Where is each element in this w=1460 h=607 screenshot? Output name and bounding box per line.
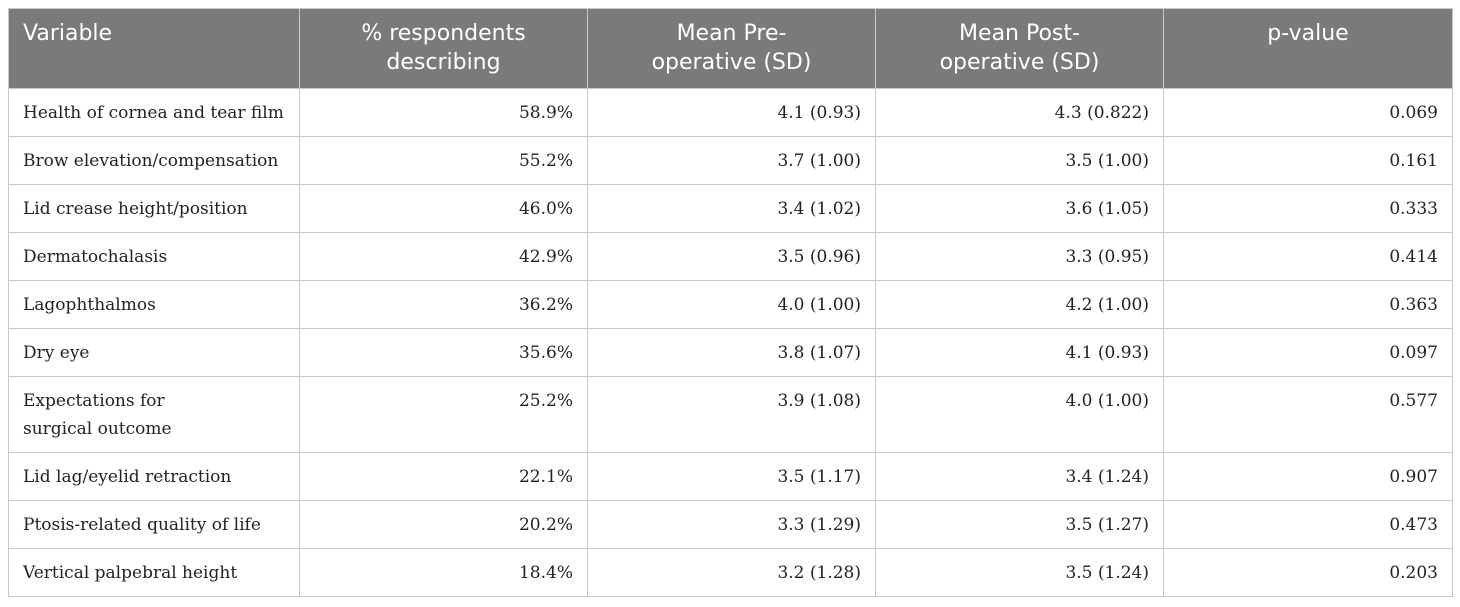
table-row: Dermatochalasis 42.9% 3.5 (0.96) 3.3 (0.…	[8, 232, 1453, 281]
cell-variable: Brow elevation/compensation	[8, 136, 300, 185]
cell-p-value: 0.473	[1163, 500, 1453, 549]
cell-mean-pre: 3.5 (1.17)	[587, 452, 876, 501]
cell-variable: Lid lag/eyelid retraction	[8, 452, 300, 501]
cell-variable-line: surgical outcome	[23, 419, 172, 439]
cell-mean-post: 3.5 (1.00)	[875, 136, 1164, 185]
cell-respondents: 20.2%	[299, 500, 588, 549]
cell-mean-post: 3.5 (1.24)	[875, 548, 1164, 597]
header-mean-post: Mean Post- operative (SD)	[875, 8, 1164, 89]
header-mean-pre: Mean Pre- operative (SD)	[587, 8, 876, 89]
table-row: Health of cornea and tear film 58.9% 4.1…	[8, 88, 1453, 137]
cell-respondents: 42.9%	[299, 232, 588, 281]
cell-mean-post: 4.2 (1.00)	[875, 280, 1164, 329]
table-row: Vertical palpebral height 18.4% 3.2 (1.2…	[8, 548, 1453, 597]
cell-p-value: 0.203	[1163, 548, 1453, 597]
cell-mean-pre: 3.4 (1.02)	[587, 184, 876, 233]
cell-variable: Dry eye	[8, 328, 300, 377]
cell-variable: Ptosis-related quality of life	[8, 500, 300, 549]
cell-mean-pre: 3.3 (1.29)	[587, 500, 876, 549]
cell-respondents: 46.0%	[299, 184, 588, 233]
cell-mean-pre: 3.5 (0.96)	[587, 232, 876, 281]
cell-p-value: 0.333	[1163, 184, 1453, 233]
table-row: Lid crease height/position 46.0% 3.4 (1.…	[8, 184, 1453, 233]
cell-variable: Expectations for surgical outcome	[8, 376, 300, 453]
header-p-value: p-value	[1163, 8, 1453, 89]
cell-variable: Vertical palpebral height	[8, 548, 300, 597]
table-row: Lagophthalmos 36.2% 4.0 (1.00) 4.2 (1.00…	[8, 280, 1453, 329]
cell-respondents: 18.4%	[299, 548, 588, 597]
cell-respondents: 36.2%	[299, 280, 588, 329]
cell-mean-pre: 4.0 (1.00)	[587, 280, 876, 329]
cell-mean-pre: 3.8 (1.07)	[587, 328, 876, 377]
cell-mean-post: 3.6 (1.05)	[875, 184, 1164, 233]
cell-mean-post: 3.4 (1.24)	[875, 452, 1164, 501]
cell-mean-post: 4.3 (0.822)	[875, 88, 1164, 137]
cell-mean-pre: 3.2 (1.28)	[587, 548, 876, 597]
table-row: Ptosis-related quality of life 20.2% 3.3…	[8, 500, 1453, 549]
cell-respondents: 35.6%	[299, 328, 588, 377]
table-row: Expectations for surgical outcome 25.2% …	[8, 376, 1453, 453]
cell-p-value: 0.907	[1163, 452, 1453, 501]
cell-variable: Lid crease height/position	[8, 184, 300, 233]
header-variable: Variable	[8, 8, 300, 89]
table-row: Lid lag/eyelid retraction 22.1% 3.5 (1.1…	[8, 452, 1453, 501]
table-header: Variable % respondents describing Mean P…	[8, 8, 1453, 89]
cell-variable-line: Expectations for	[23, 391, 165, 411]
cell-respondents: 22.1%	[299, 452, 588, 501]
results-table: Variable % respondents describing Mean P…	[8, 8, 1453, 597]
cell-respondents: 58.9%	[299, 88, 588, 137]
cell-mean-post: 4.0 (1.00)	[875, 376, 1164, 453]
header-respondents: % respondents describing	[299, 8, 588, 89]
cell-p-value: 0.161	[1163, 136, 1453, 185]
cell-mean-pre: 3.9 (1.08)	[587, 376, 876, 453]
cell-mean-post: 3.5 (1.27)	[875, 500, 1164, 549]
cell-variable: Lagophthalmos	[8, 280, 300, 329]
cell-variable: Health of cornea and tear film	[8, 88, 300, 137]
cell-p-value: 0.414	[1163, 232, 1453, 281]
cell-p-value: 0.577	[1163, 376, 1453, 453]
cell-p-value: 0.363	[1163, 280, 1453, 329]
cell-p-value: 0.097	[1163, 328, 1453, 377]
cell-mean-pre: 3.7 (1.00)	[587, 136, 876, 185]
header-row: Variable % respondents describing Mean P…	[8, 8, 1453, 89]
cell-respondents: 55.2%	[299, 136, 588, 185]
cell-mean-pre: 4.1 (0.93)	[587, 88, 876, 137]
cell-p-value: 0.069	[1163, 88, 1453, 137]
table-row: Dry eye 35.6% 3.8 (1.07) 4.1 (0.93) 0.09…	[8, 328, 1453, 377]
cell-mean-post: 3.3 (0.95)	[875, 232, 1164, 281]
cell-variable: Dermatochalasis	[8, 232, 300, 281]
table-body: Health of cornea and tear film 58.9% 4.1…	[8, 88, 1453, 597]
table-row: Brow elevation/compensation 55.2% 3.7 (1…	[8, 136, 1453, 185]
cell-respondents: 25.2%	[299, 376, 588, 453]
cell-mean-post: 4.1 (0.93)	[875, 328, 1164, 377]
